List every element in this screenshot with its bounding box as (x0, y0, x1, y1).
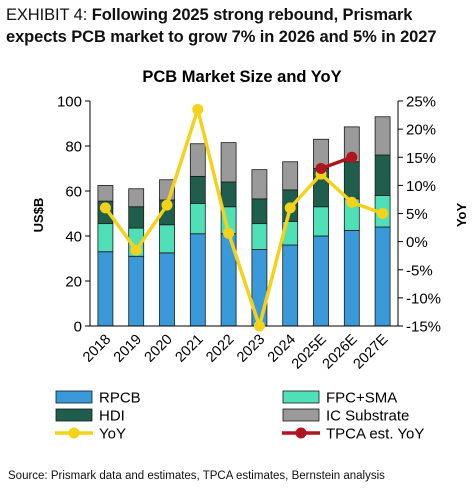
legend-label-fpc-sma: FPC+SMA (326, 390, 397, 407)
bar-rpcb (313, 235, 329, 327)
legend-swatch-rpcb (55, 390, 93, 404)
bar-hdi (343, 161, 360, 200)
bar-ic-substrate (97, 184, 114, 202)
source-note: Source: Prismark data and estimates, TPC… (8, 470, 385, 482)
bar-fpc-sma (97, 223, 114, 253)
point-yoy (377, 208, 389, 219)
bar-rpcb (282, 244, 299, 327)
legend-label-tpca-est-yoy: TPCA est. YoY (326, 426, 424, 443)
line-yoy (103, 107, 384, 328)
bar-ic-substrate (374, 116, 391, 156)
exhibit-title: Following 2025 strong rebound, Prismark … (6, 6, 437, 46)
legend-marker-tpca-est-yoy (295, 427, 307, 439)
y2-tick-label: -5% (406, 262, 433, 279)
y-tick-label: 0 (74, 319, 82, 336)
point-yoy (223, 227, 235, 239)
y-axis-label: US$B (31, 198, 46, 233)
bar-ic-substrate (220, 142, 237, 183)
bar-hdi (251, 198, 268, 225)
bar-hdi (220, 181, 237, 208)
y2-axis-label: YoY (454, 203, 469, 228)
legend-label-rpcb: RPCB (99, 390, 141, 407)
x-tick-label: 2022 (203, 332, 237, 366)
legend-swatch-hdi (55, 408, 93, 422)
bar-ic-substrate (251, 169, 268, 200)
legend-swatch-fpc-sma (282, 390, 320, 404)
y-tick-label: 20 (65, 274, 82, 291)
bar-fpc-sma (313, 206, 329, 237)
bar-fpc-sma (189, 202, 206, 235)
plot-area: 0 20 40 60 80 100 -15% -10% -5% 0% 5% 10% 15% 20% 25% 2… (57, 94, 441, 373)
legend-label-ic-substrate: IC Substrate (326, 408, 409, 425)
point-yoy (99, 202, 111, 214)
bar-rpcb (189, 233, 206, 327)
exhibit-heading: EXHIBIT 4: Following 2025 strong rebound… (6, 4, 472, 48)
x-tick-label: 2021 (172, 332, 206, 366)
legend-marker-yoy (68, 427, 80, 439)
bar-rpcb (343, 229, 360, 327)
bar-fpc-sma (251, 223, 268, 250)
x-tick-label: 2018 (80, 332, 114, 366)
y-tick-label: 100 (57, 94, 82, 111)
point-yoy (346, 196, 358, 208)
legend-label-yoy: YoY (99, 426, 126, 443)
legend: RPCB FPC+SMA HDI IC Substrate YoY TPCA est. Y… (55, 390, 424, 443)
x-tick-label: 2020 (142, 332, 176, 366)
y2-tick-label: 0% (406, 234, 428, 251)
legend-label-hdi: HDI (99, 408, 125, 425)
bar-rpcb (97, 251, 114, 327)
bar-rpcb (374, 226, 391, 327)
y2-tick-label: 5% (406, 206, 428, 223)
bar-ic-substrate (282, 161, 299, 191)
bar-hdi (128, 206, 145, 229)
y2-tick-label: -15% (406, 319, 441, 336)
point-yoy (161, 199, 173, 211)
y2-tick-label: 25% (406, 94, 436, 111)
point-yoy (192, 103, 204, 115)
bar-fpc-sma (159, 224, 175, 254)
x-tick-label: 2019 (111, 332, 145, 366)
bar-hdi (374, 154, 391, 196)
point-yoy (130, 244, 142, 256)
exhibit-label: EXHIBIT 4: (6, 6, 88, 24)
x-tick-label: 2027E (350, 331, 391, 372)
point-tpca-est-yoy (346, 151, 358, 163)
bar-hdi (189, 175, 206, 204)
point-yoy (284, 202, 296, 214)
bar-ic-substrate (128, 188, 145, 208)
y2-tick-label: 15% (406, 150, 436, 167)
y2-tick-label: 20% (406, 122, 436, 139)
y-tick-label: 60 (65, 184, 82, 201)
y-tick-label: 40 (65, 229, 82, 246)
y2-tick-label: -10% (406, 290, 441, 307)
point-tpca-est-yoy (315, 163, 327, 174)
chart-title: PCB Market Size and YoY (142, 68, 341, 86)
point-yoy (253, 320, 265, 332)
bar-ic-substrate (189, 143, 206, 177)
bar-rpcb (128, 255, 145, 327)
x-tick-label: 2023 (234, 332, 268, 366)
bar-rpcb (159, 252, 175, 327)
y-tick-label: 80 (65, 139, 82, 156)
legend-swatch-ic-substrate (282, 408, 320, 422)
y2-tick-label: 10% (406, 178, 436, 195)
